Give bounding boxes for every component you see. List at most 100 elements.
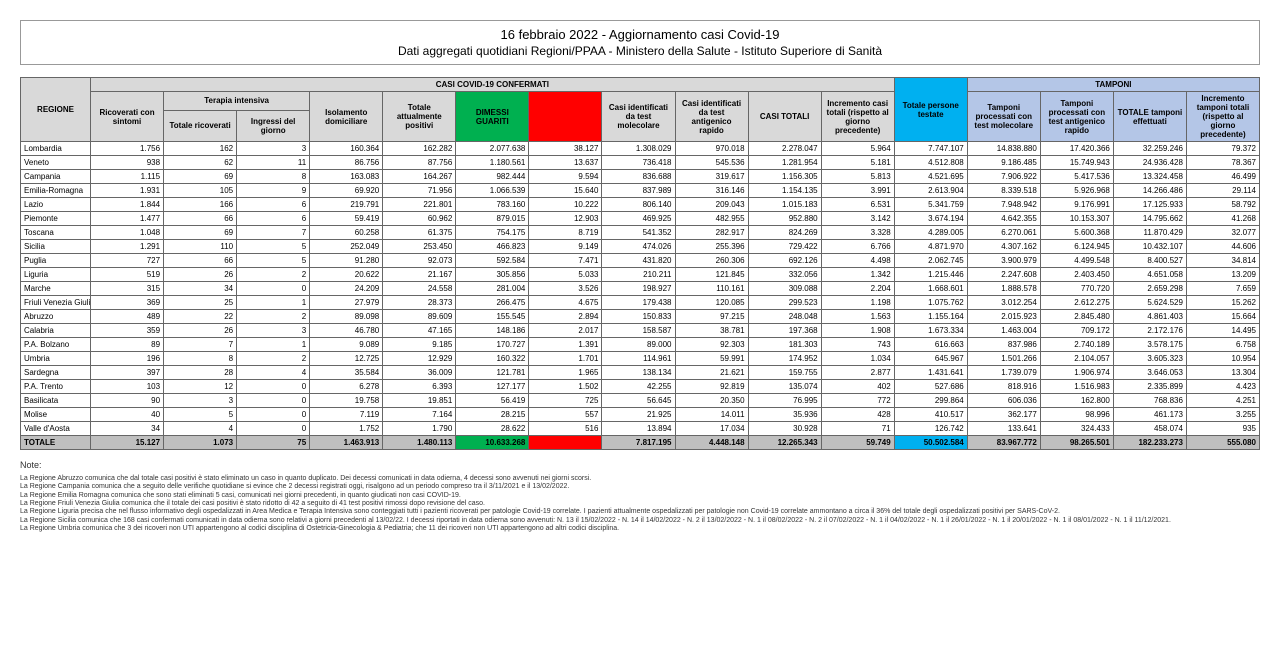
cell: 725 bbox=[529, 394, 602, 408]
total-row: TOTALE15.1271.073751.463.9131.480.11310.… bbox=[21, 436, 1260, 450]
cell: 9.149 bbox=[529, 240, 602, 254]
cell: 174.952 bbox=[748, 352, 821, 366]
table-row: Sicilia1.2911105252.049253.450466.8239.1… bbox=[21, 240, 1260, 254]
cell: 12 bbox=[164, 380, 237, 394]
table-row: P.A. Bolzano89719.0899.185170.7271.39189… bbox=[21, 338, 1260, 352]
cell: 42.255 bbox=[602, 380, 675, 394]
cell: 15.127 bbox=[91, 436, 164, 450]
cell: 126.742 bbox=[894, 422, 967, 436]
hdr-tot-positivi: Totale attualmente positivi bbox=[383, 92, 456, 142]
cell: 10.153.307 bbox=[1040, 212, 1113, 226]
title-sub: Dati aggregati quotidiani Regioni/PPAA -… bbox=[31, 44, 1249, 58]
cell: 59.991 bbox=[675, 352, 748, 366]
cell: 3 bbox=[237, 142, 310, 156]
cell: 2.015.923 bbox=[967, 310, 1040, 324]
table-row: Marche31534024.20924.558281.0043.526198.… bbox=[21, 282, 1260, 296]
table-row: Friuli Venezia Giulia36925127.97928.3732… bbox=[21, 296, 1260, 310]
cell: 1.342 bbox=[821, 268, 894, 282]
cell: 66 bbox=[164, 254, 237, 268]
cell: 1 bbox=[237, 296, 310, 310]
cell: 592.584 bbox=[456, 254, 529, 268]
cell: 10.954 bbox=[1186, 352, 1259, 366]
hdr-tamponi: TAMPONI bbox=[967, 78, 1259, 92]
cell-region: Veneto bbox=[21, 156, 91, 170]
cell: 1.908 bbox=[821, 324, 894, 338]
cell: 555.080 bbox=[1186, 436, 1259, 450]
table-row: Lazio1.8441666219.791221.801783.16010.22… bbox=[21, 198, 1260, 212]
cell: 79.372 bbox=[1186, 142, 1259, 156]
cell: 75 bbox=[237, 436, 310, 450]
cell: 0 bbox=[237, 282, 310, 296]
cell: 806.140 bbox=[602, 198, 675, 212]
cell: 148.186 bbox=[456, 324, 529, 338]
cell: 281.004 bbox=[456, 282, 529, 296]
cell: 13.324.458 bbox=[1113, 170, 1186, 184]
cell-region: Emilia-Romagna bbox=[21, 184, 91, 198]
table-row: Campania1.115698163.083164.267982.4449.5… bbox=[21, 170, 1260, 184]
cell: 8 bbox=[164, 352, 237, 366]
cell: 0 bbox=[237, 380, 310, 394]
cell: 60.962 bbox=[383, 212, 456, 226]
table-row: Calabria35926346.78047.165148.1862.01715… bbox=[21, 324, 1260, 338]
cell: 1.563 bbox=[821, 310, 894, 324]
cell: 402 bbox=[821, 380, 894, 394]
cell: 83.967.772 bbox=[967, 436, 1040, 450]
cell: 40 bbox=[91, 408, 164, 422]
cell: 2 bbox=[237, 268, 310, 282]
cell: 4.675 bbox=[529, 296, 602, 310]
table-row: Molise40507.1197.16428.21555721.92514.01… bbox=[21, 408, 1260, 422]
cell: 17.034 bbox=[675, 422, 748, 436]
table-row: Basilicata903019.75819.85156.41972556.64… bbox=[21, 394, 1260, 408]
cell: 1.501.266 bbox=[967, 352, 1040, 366]
cell: 299.523 bbox=[748, 296, 821, 310]
note-line: La Regione Liguria precisa che nel fluss… bbox=[20, 508, 1260, 516]
cell: 837.989 bbox=[602, 184, 675, 198]
cell: 2.659.298 bbox=[1113, 282, 1186, 296]
cell: 5.181 bbox=[821, 156, 894, 170]
cell: 47.165 bbox=[383, 324, 456, 338]
cell: 1 bbox=[237, 338, 310, 352]
cell: 1.516.983 bbox=[1040, 380, 1113, 394]
cell: 818.916 bbox=[967, 380, 1040, 394]
title-main: 16 febbraio 2022 - Aggiornamento casi Co… bbox=[31, 27, 1249, 42]
cell: 9.176.991 bbox=[1040, 198, 1113, 212]
cell: 7.659 bbox=[1186, 282, 1259, 296]
cell: 182.233.273 bbox=[1113, 436, 1186, 450]
hdr-incr-casi: Incremento casi totali (rispetto al gior… bbox=[821, 92, 894, 142]
cell: 4.642.355 bbox=[967, 212, 1040, 226]
cell: 86.756 bbox=[310, 156, 383, 170]
cell: 770.720 bbox=[1040, 282, 1113, 296]
cell: 11.870.429 bbox=[1113, 226, 1186, 240]
cell: 10.432.107 bbox=[1113, 240, 1186, 254]
notes-section: Note: La Regione Abruzzo comunica che da… bbox=[20, 460, 1260, 534]
cell: 15.749.943 bbox=[1040, 156, 1113, 170]
cell: 1.668.601 bbox=[894, 282, 967, 296]
cell: 952.880 bbox=[748, 212, 821, 226]
cell: 2.740.189 bbox=[1040, 338, 1113, 352]
cell: 316.146 bbox=[675, 184, 748, 198]
cell: 938 bbox=[91, 156, 164, 170]
cell: 197.368 bbox=[748, 324, 821, 338]
cell: 135.074 bbox=[748, 380, 821, 394]
cell: 9.594 bbox=[529, 170, 602, 184]
cell: 4.521.695 bbox=[894, 170, 967, 184]
cell: 305.856 bbox=[456, 268, 529, 282]
cell: 743 bbox=[821, 338, 894, 352]
cell: 4.423 bbox=[1186, 380, 1259, 394]
cell-region: P.A. Trento bbox=[21, 380, 91, 394]
cell: 138.134 bbox=[602, 366, 675, 380]
note-line: La Regione Friuli Venezia Giulia comunic… bbox=[20, 500, 1260, 508]
cell: 89 bbox=[91, 338, 164, 352]
cell: 4.251 bbox=[1186, 394, 1259, 408]
cell: 545.536 bbox=[675, 156, 748, 170]
cell: 332.056 bbox=[748, 268, 821, 282]
cell: 35.584 bbox=[310, 366, 383, 380]
cell: 114.961 bbox=[602, 352, 675, 366]
cell: 62 bbox=[164, 156, 237, 170]
cell: 19.758 bbox=[310, 394, 383, 408]
cell: 166 bbox=[164, 198, 237, 212]
cell: 466.823 bbox=[456, 240, 529, 254]
hdr-casi-mol: Casi identificati da test molecolare bbox=[602, 92, 675, 142]
cell: 1.888.578 bbox=[967, 282, 1040, 296]
cell: 158.587 bbox=[602, 324, 675, 338]
